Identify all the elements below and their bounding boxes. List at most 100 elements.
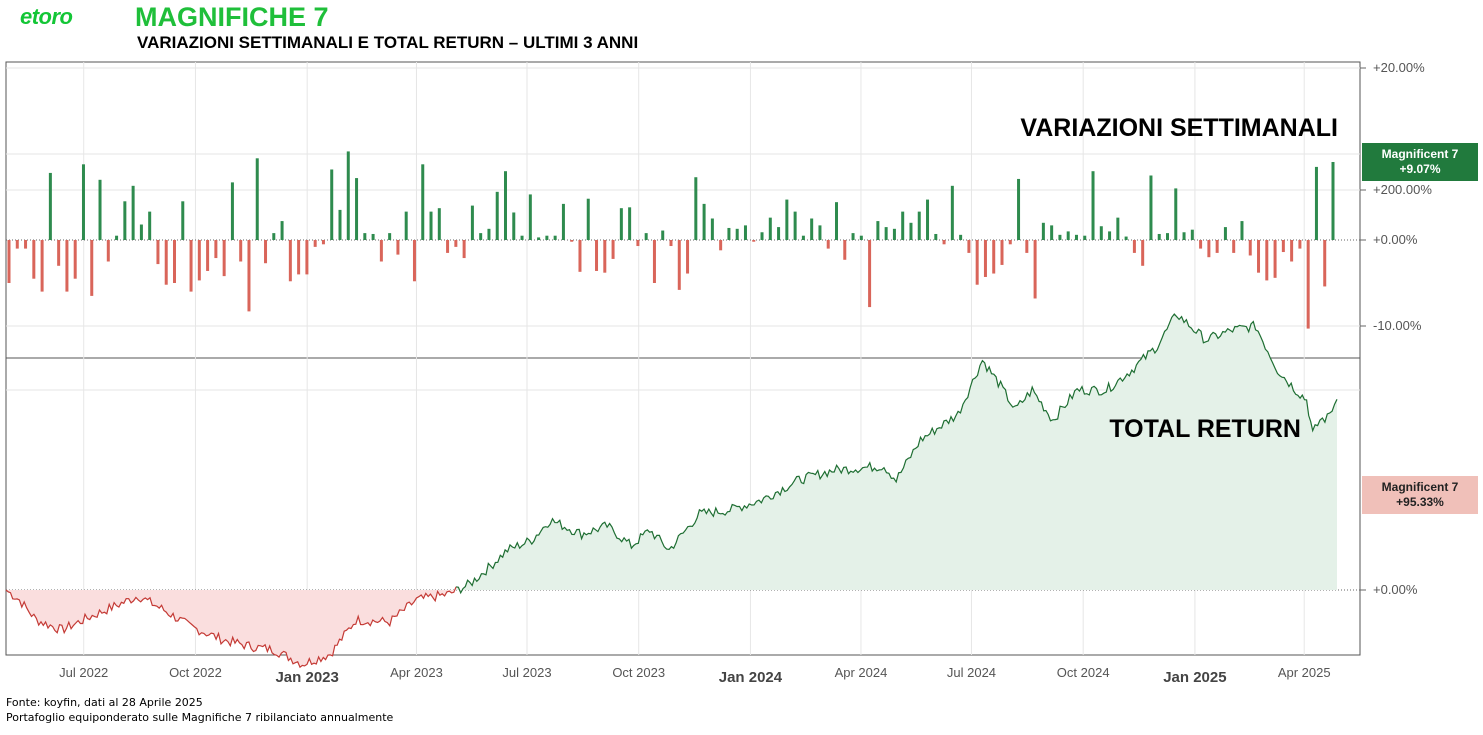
weekly-bar — [504, 171, 507, 240]
weekly-bar — [123, 201, 127, 240]
weekly-bar — [859, 235, 863, 240]
weekly-bar — [1281, 240, 1285, 253]
weekly-bar — [7, 240, 11, 283]
weekly-bar — [272, 233, 276, 240]
weekly-bar — [801, 235, 805, 240]
chart-subtitle: VARIAZIONI SETTIMANALI E TOTAL RETURN – … — [137, 33, 639, 52]
weekly-bar — [1257, 240, 1261, 273]
x-tick-label: Jul 2023 — [502, 665, 551, 680]
weekly-bar — [454, 240, 458, 247]
weekly-bar — [768, 217, 772, 240]
weekly-bar — [247, 240, 251, 312]
weekly-bar — [884, 227, 888, 240]
weekly-bar — [1132, 240, 1136, 253]
weekly-bar — [462, 240, 466, 259]
x-tick-label: Jul 2024 — [947, 665, 996, 680]
weekly-bar — [553, 235, 557, 240]
weekly-bar — [15, 240, 19, 249]
weekly-bar — [1025, 240, 1029, 253]
weekly-bar — [595, 240, 599, 271]
weekly-bar — [479, 233, 483, 240]
weekly-bar — [412, 240, 416, 282]
bottom-panel-border — [5, 357, 1361, 656]
weekly-last-value-badge-value: +9.07% — [1399, 162, 1440, 176]
weekly-bar — [1290, 240, 1294, 262]
weekly-bar — [495, 191, 499, 240]
weekly-bar — [1306, 240, 1310, 329]
weekly-bar — [81, 164, 85, 240]
weekly-bar — [90, 240, 94, 296]
weekly-bar — [1174, 188, 1178, 240]
x-tick-label: Apr 2024 — [835, 665, 888, 680]
total-return-area — [5, 313, 1338, 669]
weekly-bar — [346, 151, 350, 240]
weekly-bar — [264, 240, 268, 264]
weekly-bar — [570, 240, 574, 242]
weekly-bar — [942, 240, 946, 245]
weekly-bar — [297, 240, 301, 275]
weekly-bar — [65, 240, 69, 292]
weekly-bar — [1223, 227, 1227, 240]
weekly-bar — [371, 233, 375, 240]
weekly-bar — [1331, 161, 1335, 240]
weekly-bar — [32, 240, 36, 279]
top-panel-border — [5, 61, 1361, 359]
weekly-bar — [652, 240, 656, 283]
weekly-bar — [826, 240, 830, 249]
weekly-bar — [868, 240, 872, 308]
weekly-bar — [131, 185, 135, 240]
weekly-bar — [24, 240, 28, 249]
weekly-bar — [173, 240, 176, 283]
weekly-bar — [603, 240, 607, 273]
weekly-bars — [7, 151, 1335, 329]
weekly-bar — [917, 211, 921, 240]
weekly-bar — [661, 230, 665, 240]
weekly-bar — [810, 218, 814, 240]
weekly-bar — [139, 224, 143, 240]
weekly-bar — [330, 169, 334, 240]
weekly-bar — [694, 177, 698, 240]
weekly-bar — [206, 240, 210, 271]
weekly-bar — [926, 199, 930, 240]
weekly-bar — [1116, 217, 1120, 240]
x-tick-label: Apr 2023 — [390, 665, 443, 680]
weekly-bar — [106, 240, 110, 262]
weekly-bar — [1108, 231, 1112, 240]
weekly-bar — [1265, 240, 1269, 281]
total-return-line-negative — [5, 586, 457, 669]
weekly-bar — [57, 240, 61, 266]
weekly-bar — [1314, 166, 1318, 240]
y-tick-label: +0.00% — [1373, 582, 1418, 597]
x-tick-label: Jan 2025 — [1163, 669, 1226, 686]
weekly-bar — [280, 221, 284, 240]
panel-title-weekly: VARIAZIONI SETTIMANALI — [1020, 114, 1338, 142]
weekly-bar — [628, 207, 632, 240]
x-tick-label: Oct 2023 — [612, 665, 665, 680]
footer-note: Portafoglio equiponderato sulle Magnific… — [6, 711, 394, 724]
weekly-bar — [230, 182, 234, 240]
weekly-bar — [760, 232, 764, 240]
weekly-bar — [189, 240, 193, 292]
weekly-bar — [1248, 240, 1252, 256]
weekly-bar — [40, 240, 44, 292]
weekly-bar — [1017, 178, 1021, 240]
weekly-bar — [793, 211, 797, 240]
weekly-bar — [876, 221, 880, 240]
weekly-bar — [305, 240, 309, 275]
weekly-bar — [818, 225, 822, 240]
total-return-last-value-badge-bg — [1362, 476, 1478, 514]
weekly-bar — [1000, 240, 1004, 265]
weekly-bar — [611, 240, 615, 259]
weekly-bar — [1273, 240, 1277, 278]
weekly-bar — [1141, 240, 1145, 266]
weekly-bar — [446, 240, 450, 253]
weekly-bar — [321, 240, 325, 245]
weekly-bar — [520, 235, 524, 240]
weekly-bar — [363, 233, 367, 240]
positive-area — [456, 314, 1338, 593]
weekly-bar — [396, 240, 400, 255]
weekly-bar — [752, 240, 756, 242]
total-return-last-value-badge-value: +95.33% — [1396, 495, 1444, 509]
x-tick-label: Jul 2022 — [59, 665, 108, 680]
